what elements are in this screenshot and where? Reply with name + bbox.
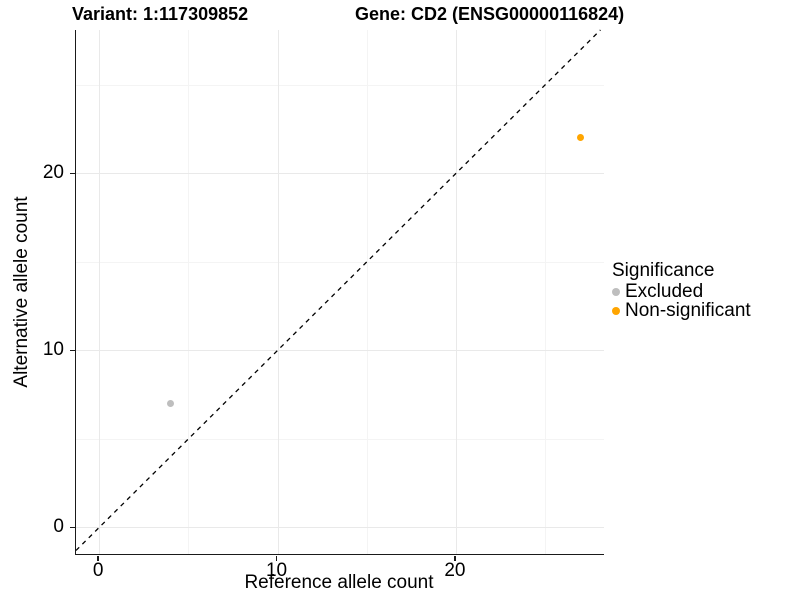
y-tick-label: 10 [42, 339, 64, 361]
x-major-gridline [277, 30, 279, 554]
x-major-gridline [455, 30, 457, 554]
x-minor-gridline [366, 30, 368, 554]
x-major-gridline [99, 30, 101, 554]
y-tick-mark [70, 349, 75, 352]
identity-line-layer [75, 29, 601, 551]
x-tick-label: 0 [92, 560, 104, 581]
x-minor-gridline [188, 30, 190, 554]
y-minor-gridline [76, 84, 604, 86]
plot-title-gene: Gene: CD2 (ENSG00000116824) [355, 4, 625, 24]
plot-title-variant: Variant: 1:117309852 [72, 4, 249, 24]
x-minor-gridline [545, 30, 547, 554]
legend-key-dot [612, 287, 620, 296]
legend-key-dot [612, 306, 620, 315]
data-point-non-significant [577, 134, 585, 142]
y-tick-label: 0 [53, 516, 64, 538]
y-tick-label: 20 [42, 162, 64, 184]
x-tick-label: 10 [265, 560, 288, 581]
y-major-gridline [76, 350, 604, 352]
y-major-gridline [76, 527, 604, 529]
legend-item-label: Excluded [625, 281, 704, 302]
x-tick-mark [454, 556, 456, 561]
plot-panel [75, 29, 604, 555]
legend-title: Significance [612, 260, 715, 281]
data-point-excluded [167, 400, 175, 408]
x-tick-label: 20 [444, 560, 466, 581]
x-axis-title: Reference allele count [244, 572, 434, 593]
legend-item: Non-significant [612, 301, 751, 320]
legend-item-label: Non-significant [625, 300, 751, 321]
x-tick-mark [97, 556, 99, 561]
legend: Significance Excluded Non-significant [612, 260, 751, 320]
legend-item: Excluded [612, 282, 751, 301]
y-tick-mark [70, 172, 75, 175]
y-tick-mark [70, 526, 75, 529]
x-tick-mark [275, 556, 278, 561]
identity-line [75, 29, 601, 551]
y-minor-gridline [76, 438, 604, 440]
y-minor-gridline [76, 261, 604, 263]
y-major-gridline [76, 173, 604, 175]
